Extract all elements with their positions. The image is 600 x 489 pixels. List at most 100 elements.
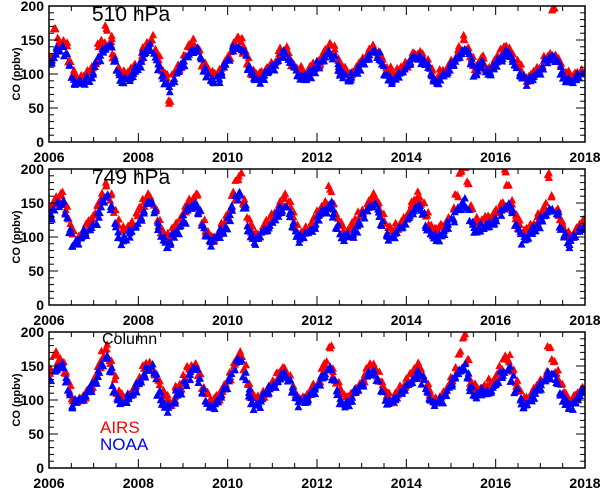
marker-noaa	[478, 56, 487, 64]
marker-noaa	[577, 69, 585, 77]
marker-airs	[101, 345, 110, 353]
marker-noaa	[535, 223, 544, 232]
x-tick-label: 2006	[33, 312, 64, 328]
marker-noaa	[277, 208, 286, 217]
marker-noaa	[87, 387, 96, 396]
marker-airs	[505, 350, 514, 359]
marker-noaa	[559, 233, 568, 241]
marker-noaa	[310, 221, 319, 230]
x-tick-label: 2010	[212, 149, 243, 165]
marker-airs	[203, 387, 212, 396]
marker-noaa	[395, 73, 404, 81]
marker-noaa	[321, 372, 330, 381]
marker-noaa	[241, 375, 250, 384]
marker-noaa	[65, 228, 74, 237]
marker-noaa	[136, 63, 145, 71]
marker-noaa	[132, 387, 141, 396]
marker-noaa	[145, 46, 154, 54]
marker-noaa	[288, 222, 297, 231]
marker-noaa	[383, 70, 392, 78]
marker-noaa	[317, 57, 326, 65]
marker-noaa	[360, 213, 369, 222]
marker-noaa	[492, 62, 501, 70]
marker-noaa	[340, 236, 349, 245]
marker-noaa	[234, 196, 243, 204]
marker-noaa	[225, 56, 234, 64]
marker-noaa	[573, 392, 582, 400]
marker-noaa	[220, 382, 229, 391]
y-tick-label: 150	[21, 358, 45, 374]
marker-noaa	[528, 222, 537, 230]
marker-noaa	[335, 399, 344, 408]
marker-noaa	[498, 371, 507, 379]
marker-airs	[93, 200, 102, 208]
marker-noaa	[106, 205, 115, 214]
marker-noaa	[268, 218, 277, 226]
marker-noaa	[470, 223, 479, 231]
marker-noaa	[419, 371, 428, 380]
marker-airs	[541, 198, 550, 207]
marker-noaa	[492, 379, 501, 388]
marker-noaa	[573, 73, 582, 82]
marker-airs	[324, 181, 333, 189]
y-tick-label: 200	[21, 324, 45, 340]
marker-noaa	[339, 69, 348, 77]
marker-noaa	[207, 242, 216, 250]
marker-noaa	[97, 202, 106, 211]
marker-noaa	[331, 51, 340, 60]
marker-noaa	[260, 75, 269, 84]
marker-noaa	[327, 197, 336, 205]
marker-noaa	[463, 373, 472, 382]
marker-airs	[163, 390, 172, 399]
marker-noaa	[104, 42, 113, 51]
marker-noaa	[247, 66, 256, 74]
marker-airs	[369, 360, 378, 369]
marker-noaa	[227, 369, 236, 378]
marker-noaa	[435, 397, 444, 406]
marker-airs	[237, 169, 246, 177]
marker-noaa	[454, 205, 463, 213]
marker-noaa	[179, 210, 188, 219]
y-tick-label: 0	[36, 134, 44, 150]
x-tick-label: 2010	[212, 312, 243, 328]
marker-noaa	[146, 39, 155, 47]
x-tick-label: 2014	[391, 149, 422, 165]
marker-noaa	[356, 220, 365, 228]
marker-noaa	[551, 57, 560, 66]
marker-noaa	[50, 53, 59, 62]
marker-airs	[149, 30, 158, 39]
marker-airs	[326, 343, 335, 352]
marker-noaa	[95, 208, 104, 217]
marker-noaa	[131, 221, 140, 230]
y-tick-label: 100	[21, 66, 45, 82]
marker-noaa	[348, 230, 357, 239]
marker-noaa	[546, 374, 555, 383]
marker-noaa	[517, 240, 526, 248]
marker-noaa	[86, 225, 95, 234]
marker-airs	[477, 52, 486, 61]
x-tick-label: 2016	[480, 475, 511, 489]
marker-noaa	[517, 393, 526, 402]
marker-noaa	[314, 216, 323, 224]
marker-noaa	[415, 50, 424, 59]
marker-noaa	[530, 394, 539, 402]
marker-noaa	[60, 51, 69, 60]
marker-noaa	[491, 216, 500, 224]
y-tick-label: 50	[28, 263, 44, 279]
marker-noaa	[159, 74, 168, 82]
marker-noaa	[275, 202, 284, 210]
marker-airs	[179, 370, 188, 378]
marker-noaa	[460, 193, 469, 202]
marker-noaa	[151, 206, 160, 215]
marker-airs	[513, 376, 522, 384]
marker-noaa	[225, 373, 234, 382]
marker-noaa	[436, 76, 445, 84]
marker-noaa	[474, 227, 483, 235]
marker-noaa	[461, 359, 470, 368]
marker-noaa	[264, 67, 273, 76]
marker-noaa	[323, 209, 332, 217]
marker-noaa	[49, 204, 57, 213]
marker-noaa	[141, 362, 150, 370]
marker-noaa	[154, 222, 163, 230]
marker-airs	[171, 381, 180, 390]
